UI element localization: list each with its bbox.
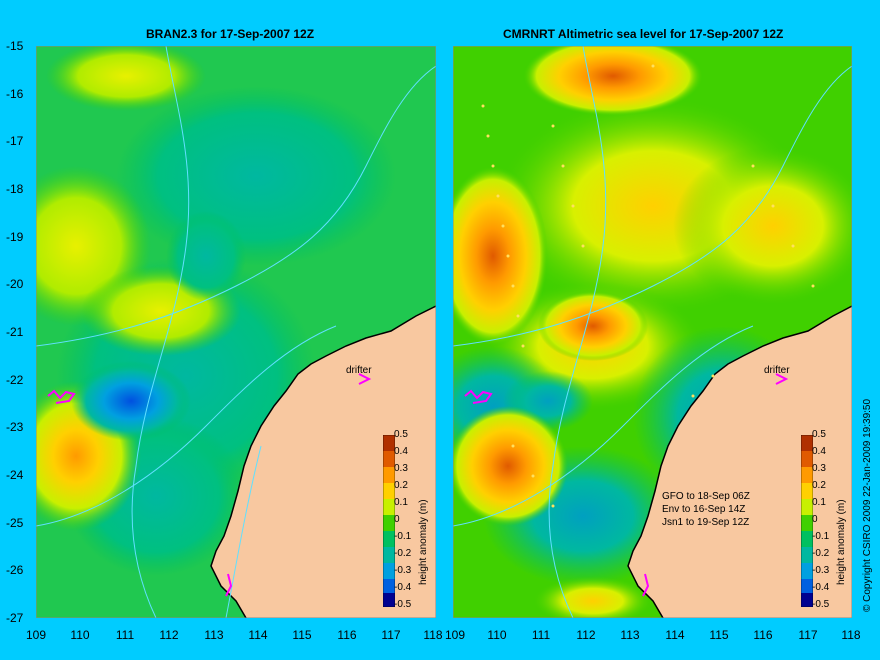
x-tick: 117 bbox=[381, 628, 401, 642]
colorbar-tick: 0.4 bbox=[812, 446, 826, 457]
y-tick: -26 bbox=[6, 563, 24, 577]
x-tick: 115 bbox=[292, 628, 312, 642]
anomaly-blob bbox=[71, 361, 191, 441]
coastline bbox=[627, 305, 852, 618]
x-tick: 117 bbox=[798, 628, 818, 642]
colorbar-tick: -0.3 bbox=[394, 565, 412, 576]
satellite-note: GFO to 18-Sep 06Z bbox=[662, 491, 750, 502]
colorbar-tick: 0.4 bbox=[394, 446, 408, 457]
y-tick: -22 bbox=[6, 373, 24, 387]
colorbar-tick: 0 bbox=[394, 514, 400, 525]
y-tick: -19 bbox=[6, 230, 24, 244]
shelf-contour bbox=[131, 46, 190, 618]
anomaly-blob bbox=[538, 291, 648, 361]
coastline bbox=[210, 305, 436, 618]
altimeter-tracks bbox=[481, 64, 815, 508]
shelf-contour bbox=[225, 445, 262, 618]
colorbar-tick: -0.4 bbox=[394, 582, 412, 593]
anomaly-blob bbox=[673, 146, 852, 306]
anomaly-blob bbox=[166, 211, 246, 301]
colorbar-tick: 0.2 bbox=[812, 480, 826, 491]
left-colorbar bbox=[383, 435, 395, 607]
colorbar-tick: 0.5 bbox=[812, 429, 826, 440]
y-tick: -18 bbox=[6, 182, 24, 196]
colorbar-tick: 0.2 bbox=[394, 480, 408, 491]
colorbar-tick: -0.2 bbox=[812, 548, 830, 559]
land-mass bbox=[211, 306, 436, 618]
x-tick: 118 bbox=[841, 628, 861, 642]
x-tick: 115 bbox=[709, 628, 729, 642]
colorbar-tick: -0.3 bbox=[812, 565, 830, 576]
right-colorbar bbox=[801, 435, 813, 607]
satellite-note: Env to 16-Sep 14Z bbox=[662, 504, 746, 515]
anomaly-blob bbox=[453, 166, 548, 346]
drifter-track bbox=[464, 389, 493, 404]
right-panel-title: CMRNRT Altimetric sea level for 17-Sep-2… bbox=[503, 27, 784, 41]
y-tick: -27 bbox=[6, 611, 24, 625]
drifter-track bbox=[225, 573, 233, 597]
colorbar-tick: 0.3 bbox=[812, 463, 826, 474]
shelf-contour bbox=[548, 46, 607, 618]
y-tick: -24 bbox=[6, 468, 24, 482]
y-tick: -25 bbox=[6, 516, 24, 530]
right-drifter-label: drifter bbox=[764, 365, 790, 376]
drifter-arrow bbox=[358, 373, 372, 385]
anomaly-blob bbox=[116, 86, 396, 266]
x-tick: 111 bbox=[531, 628, 551, 642]
x-tick: 111 bbox=[115, 628, 135, 642]
anomaly-blob bbox=[453, 406, 568, 526]
anomaly-blob bbox=[46, 46, 206, 111]
shelf-contour bbox=[36, 65, 436, 347]
colorbar-label: height anomaly (m) bbox=[836, 499, 847, 585]
shelf-contour bbox=[453, 325, 754, 527]
colorbar-tick: -0.5 bbox=[394, 599, 412, 610]
colorbar-tick: 0.1 bbox=[812, 497, 826, 508]
x-tick: 109 bbox=[25, 628, 47, 642]
colorbar-label: height anomaly (m) bbox=[418, 499, 429, 585]
y-tick: -21 bbox=[6, 325, 24, 339]
y-tick: -17 bbox=[6, 134, 24, 148]
x-tick: 116 bbox=[337, 628, 357, 642]
y-tick: -16 bbox=[6, 87, 24, 101]
colorbar-tick: -0.2 bbox=[394, 548, 412, 559]
copyright-notice: © Copyright CSIRO 2009 22-Jan-2009 19:39… bbox=[862, 398, 873, 612]
land-mass bbox=[628, 306, 852, 618]
x-tick: 116 bbox=[753, 628, 773, 642]
y-tick: -23 bbox=[6, 420, 24, 434]
left-map-panel[interactable] bbox=[36, 46, 436, 618]
drifter-arrow bbox=[775, 373, 789, 385]
colorbar-tick: -0.5 bbox=[812, 599, 830, 610]
x-tick: 110 bbox=[70, 628, 90, 642]
colorbar-tick: -0.4 bbox=[812, 582, 830, 593]
colorbar-tick: 0.1 bbox=[394, 497, 408, 508]
colorbar-tick: 0.5 bbox=[394, 429, 408, 440]
drifter-track bbox=[642, 573, 650, 597]
colorbar-tick: 0 bbox=[812, 514, 818, 525]
left-panel-title: BRAN2.3 for 17-Sep-2007 12Z bbox=[146, 27, 315, 41]
left-drifter-label: drifter bbox=[346, 365, 372, 376]
x-tick: 112 bbox=[576, 628, 596, 642]
x-tick: 113 bbox=[620, 628, 640, 642]
y-tick: -15 bbox=[6, 39, 24, 53]
colorbar-tick: -0.1 bbox=[812, 531, 830, 542]
satellite-note: Jsn1 to 19-Sep 12Z bbox=[662, 517, 750, 528]
x-tick: 114 bbox=[248, 628, 268, 642]
x-tick: 114 bbox=[665, 628, 685, 642]
y-tick: -20 bbox=[6, 277, 24, 291]
x-tick: 109 bbox=[444, 628, 466, 642]
anomaly-blob bbox=[523, 46, 703, 116]
x-tick: 112 bbox=[159, 628, 179, 642]
x-tick: 110 bbox=[487, 628, 507, 642]
shelf-contour bbox=[36, 325, 337, 527]
anomaly-blob bbox=[533, 576, 653, 618]
x-tick: 118 bbox=[423, 628, 443, 642]
drifter-track bbox=[47, 389, 76, 404]
colorbar-tick: 0.3 bbox=[394, 463, 408, 474]
colorbar-tick: -0.1 bbox=[394, 531, 412, 542]
shelf-contour bbox=[453, 65, 852, 347]
right-map-panel[interactable] bbox=[453, 46, 852, 618]
x-tick: 113 bbox=[204, 628, 224, 642]
